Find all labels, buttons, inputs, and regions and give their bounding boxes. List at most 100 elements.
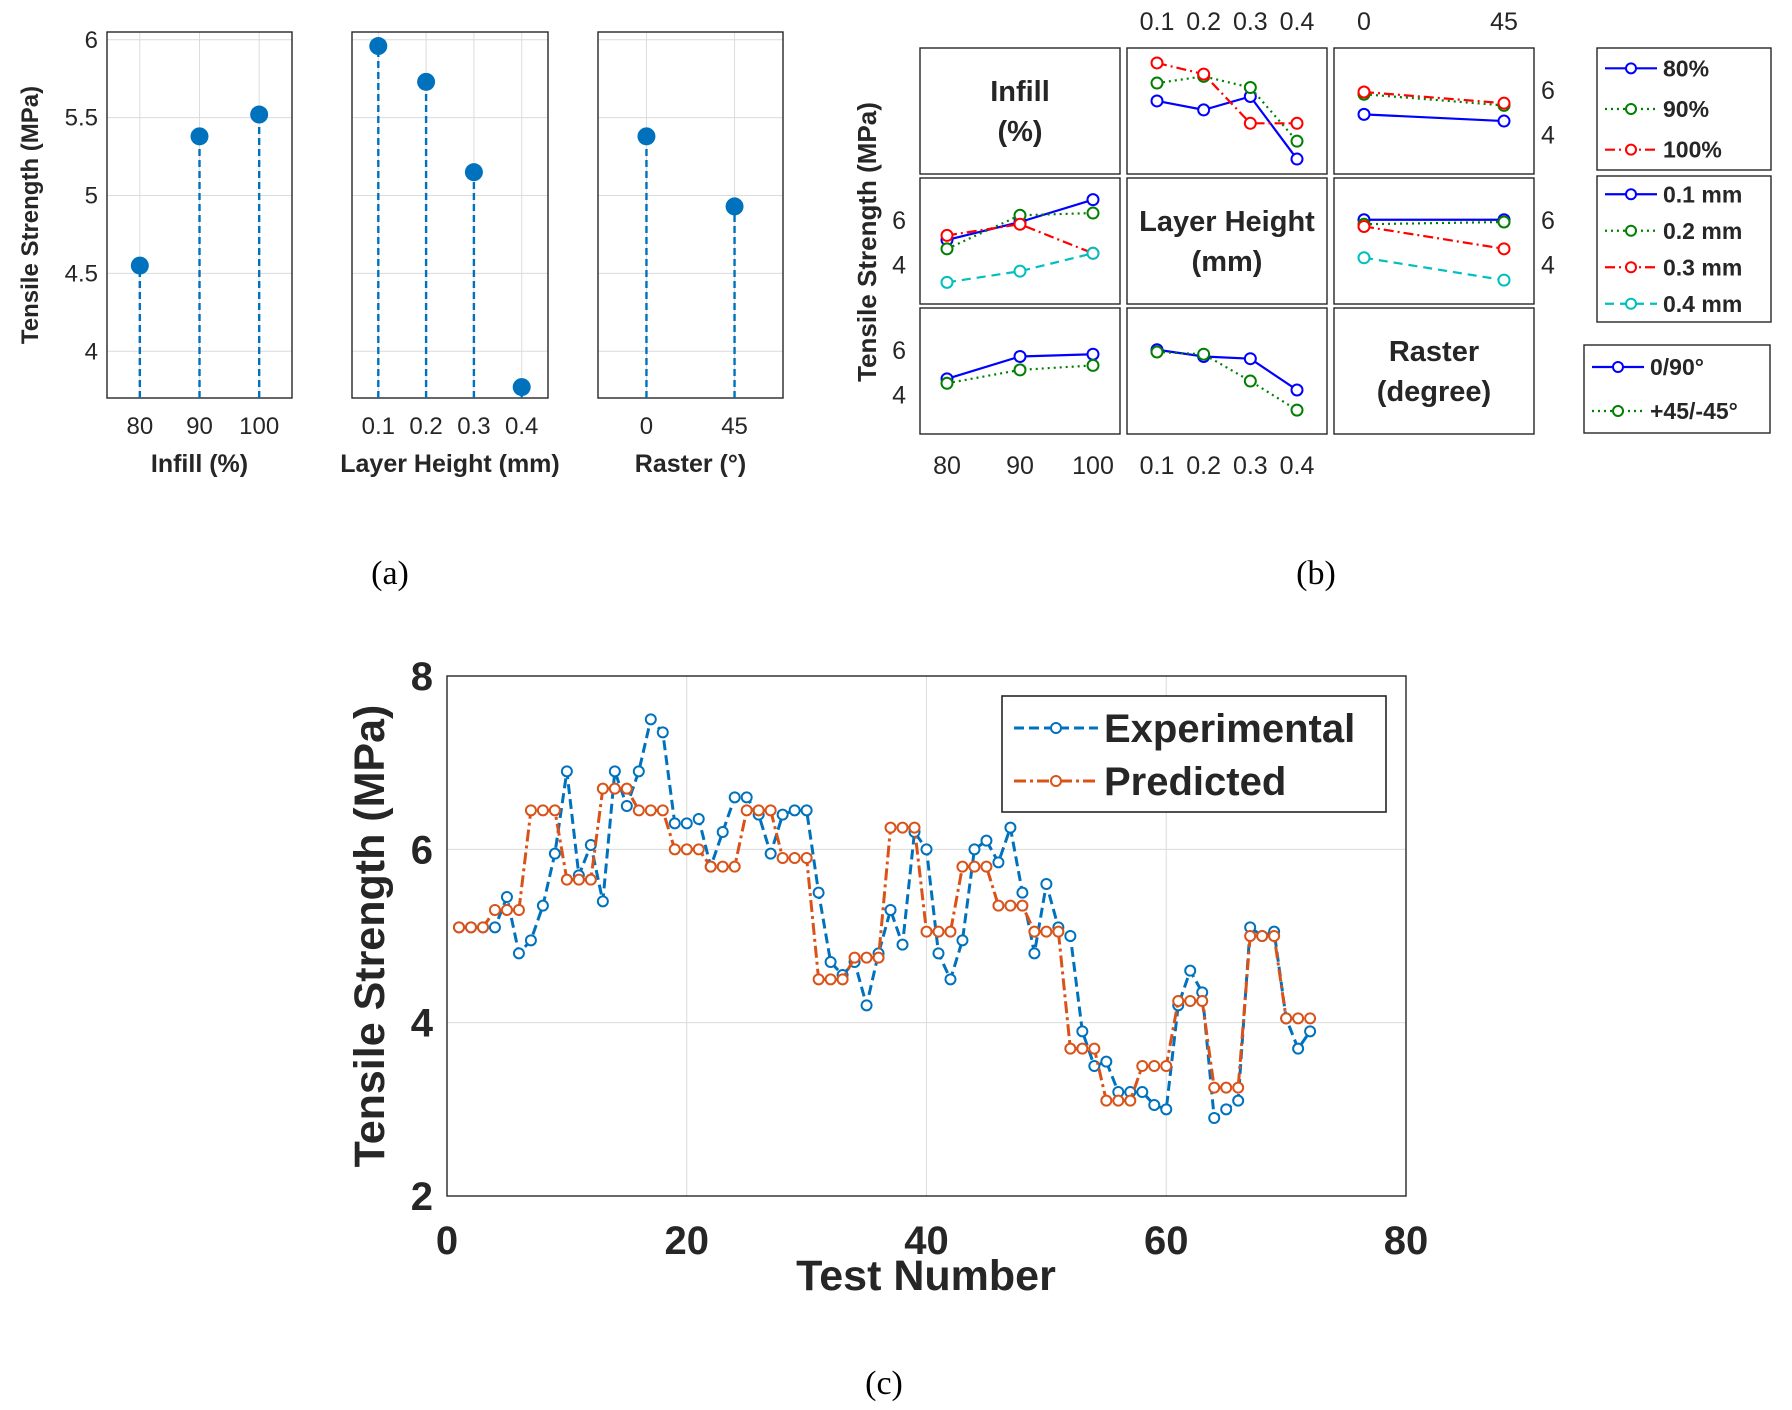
a-xlabel: Infill (%) [151, 450, 248, 478]
c-series-marker [920, 925, 933, 938]
c-series-marker [620, 782, 633, 795]
b-series-marker [940, 228, 954, 242]
c-series-marker [944, 925, 957, 938]
c-series-marker [788, 804, 801, 817]
b-legend-label: +45/-45° [1650, 398, 1738, 424]
b-ytick-left: 4 [892, 251, 906, 279]
b-xtick-top: 0 [1357, 8, 1371, 36]
c-series-marker [692, 843, 705, 856]
c-series-marker [560, 765, 573, 778]
b-legend-box [1583, 344, 1771, 434]
a-xlabel: Raster (°) [635, 450, 746, 478]
b-series-marker [1013, 349, 1027, 363]
c-series-marker [824, 973, 837, 986]
a-stem-marker [464, 163, 483, 182]
b-series-marker [1086, 358, 1100, 372]
c-series-marker [1184, 964, 1197, 977]
b-series-line [1156, 348, 1298, 391]
b-diag-label: (degree) [1377, 376, 1491, 408]
c-series-marker [1256, 930, 1269, 942]
caption-c: (c) [865, 1365, 903, 1402]
c-series-marker [572, 873, 585, 886]
b-cell-box [919, 47, 1121, 175]
c-series-marker [524, 804, 537, 817]
b-ytick-left: 6 [892, 337, 906, 365]
b-series-marker [1013, 217, 1027, 231]
panel-c-test-number-plot: 0 20 40 60 80 2 4 6 8 Test Number Tensile Strength… [346, 655, 1428, 1300]
b-series-line [1363, 90, 1505, 105]
c-series-marker [464, 921, 477, 934]
caption-b: (b) [1296, 555, 1336, 592]
c-series-marker [1268, 930, 1281, 942]
c-series-marker [1196, 995, 1209, 1007]
c-series-marker [512, 947, 525, 960]
c-series-marker [452, 921, 465, 934]
c-series-marker [1076, 1042, 1089, 1055]
a-xtick-label: 0 [640, 413, 653, 440]
b-series-marker [1086, 193, 1100, 207]
c-series-marker [1292, 1012, 1305, 1025]
c-series-marker [728, 791, 741, 804]
b-series-marker [1086, 206, 1100, 220]
c-series-line-1 [458, 787, 1311, 1103]
b-series-line [1363, 225, 1505, 250]
b-series-marker [1197, 67, 1211, 81]
c-xtick-label: 20 [665, 1219, 710, 1263]
b-xtick-bottom: 0.2 [1186, 452, 1221, 480]
c-series-line-0 [458, 716, 1312, 1121]
b-xtick-bottom: 100 [1072, 452, 1114, 480]
b-legend-label: 90% [1663, 96, 1709, 122]
c-series-marker [500, 904, 513, 916]
b-series-marker [1013, 363, 1027, 377]
b-cell-box [919, 177, 1121, 305]
a-xlabel: Layer Height (mm) [340, 450, 559, 478]
b-legend-marker [1625, 297, 1637, 310]
c-series-marker [1304, 1012, 1317, 1025]
b-series-marker [1357, 85, 1371, 99]
b-series-marker [1086, 246, 1100, 260]
b-series-marker [1290, 383, 1304, 397]
c-series-marker [1100, 1055, 1113, 1068]
c-series-marker [956, 934, 969, 947]
c-series-marker [1220, 1103, 1233, 1116]
c-series-marker [1160, 1060, 1173, 1072]
c-ytick-label: 6 [411, 828, 433, 872]
c-series-marker [1136, 1060, 1149, 1072]
b-series-marker [1150, 345, 1164, 359]
c-series-marker [776, 808, 789, 821]
c-series-marker [596, 782, 609, 795]
c-series-marker [872, 951, 885, 964]
b-xtick-top: 45 [1490, 8, 1518, 36]
c-series-marker [1148, 1060, 1161, 1072]
a-stem-marker [637, 127, 656, 146]
b-legend-label: 0.4 mm [1663, 291, 1742, 317]
c-legend-marker [1050, 722, 1062, 734]
b-series-marker [1243, 352, 1257, 366]
c-series-marker [800, 852, 813, 864]
c-series-marker [512, 904, 525, 916]
b-series-marker [1357, 107, 1371, 121]
c-series-marker [848, 951, 861, 964]
a-ytick-label: 6 [85, 27, 98, 54]
b-legend-label: 0/90° [1650, 354, 1704, 380]
c-series-marker [656, 726, 669, 739]
c-series-marker [668, 817, 681, 830]
c-series-marker [1004, 821, 1017, 834]
c-series-marker [644, 713, 657, 726]
c-series-marker [932, 925, 945, 938]
b-xtick-top: 0.3 [1233, 8, 1268, 36]
b-series-marker [1243, 374, 1257, 388]
c-series-marker [908, 821, 921, 834]
b-cell-box [919, 307, 1121, 435]
b-series-marker [1290, 116, 1304, 130]
c-axes-box [446, 675, 1407, 1197]
b-series-marker [1497, 273, 1511, 287]
c-series-marker [980, 834, 993, 847]
c-ytick-label: 2 [411, 1175, 433, 1219]
b-diag-label: Infill [990, 76, 1050, 108]
b-legend-label: 0.3 mm [1663, 254, 1742, 280]
c-series-marker [656, 804, 669, 817]
c-series-marker [1244, 930, 1257, 942]
c-series-marker [956, 860, 969, 873]
c-series-marker [1028, 947, 1041, 960]
